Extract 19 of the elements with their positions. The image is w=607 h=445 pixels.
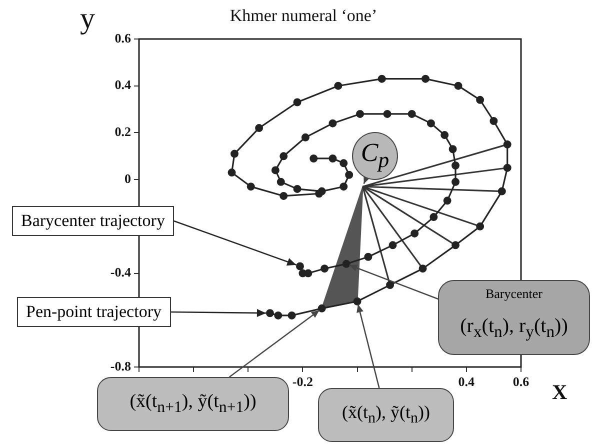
x-tick-label: -0.2 — [292, 374, 314, 390]
y-tick-label: 0.2 — [114, 124, 131, 140]
x-tick-label: 0.6 — [512, 374, 530, 390]
text: Pen-point trajectory — [17, 297, 170, 327]
chart-title: Khmer numeral ‘one’ — [230, 6, 378, 25]
y-tick-label: -0.8 — [110, 358, 132, 374]
annotation: Barycenter — [485, 286, 543, 302]
text: (r$_{x}$(t$_{n}$), r$_{y}$(t$_{n}$)) — [460, 314, 568, 341]
y-tick-label: 0.4 — [114, 77, 132, 92]
annotation: (x̃(t$_{n}$), ỹ(t$_{n}$)) — [342, 402, 430, 428]
annotation: (x̃(t$_{n+1}$), ỹ(t$_{n+1}$)) — [130, 391, 256, 417]
text: Barycenter trajectory — [12, 206, 174, 236]
x-tick-label: 0.4 — [458, 374, 476, 390]
y-tick-label: 0.6 — [114, 30, 132, 46]
y-tick-label: 0 — [124, 170, 131, 186]
x-axis-title: X — [552, 380, 568, 405]
annotation: C$_{p}$ — [360, 138, 390, 174]
y-tick-label: -0.4 — [110, 264, 132, 280]
y-axis-title: y — [80, 2, 95, 36]
